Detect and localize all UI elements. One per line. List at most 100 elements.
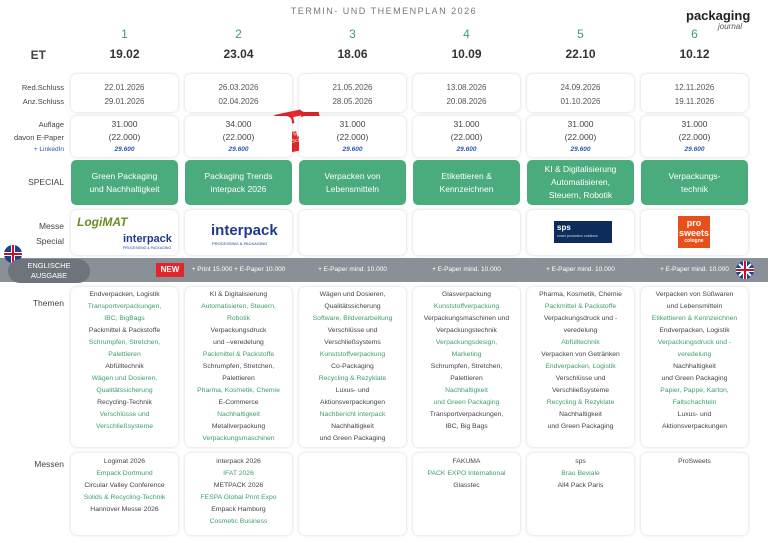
topic: Packmittel & Packstoffe [88,327,161,334]
topic: Nachhaltigkeit [559,411,602,418]
issue-number: 5 [577,27,584,41]
epaper: (22.000) [108,132,141,142]
dates-box [641,74,748,112]
topic: und Lebensmitteln [666,303,723,310]
themen-box: Endverpacken, Logistik Transportverpackun… [71,287,178,447]
topic: Glasverpackung [441,291,492,298]
topic: Wägen und Dosieren, [319,291,386,298]
english-note: + Print 15.000 + E-Paper 10.000 [191,266,286,273]
topic: Verpackungsdruck und - [657,339,732,346]
english-label: ENGLISCHE [27,261,71,270]
dates-box [527,74,634,112]
issue-date: 23.04 [223,47,254,61]
auflage-box [527,116,634,157]
row-label: + LinkedIn [33,146,64,153]
row-label: Auflage [38,120,64,129]
topic: Automatisieren, Steuern, [201,303,276,310]
row-label: Anz.Schluss [22,97,64,106]
english-note: + E-Paper mind. 10.000 [660,266,729,273]
topic: Verschlüsse und [327,327,378,334]
topic: Marketing [451,351,482,358]
row-label: davon E-Paper [13,133,64,142]
auflage-box [641,116,748,157]
fair: PACK EXPO International [427,470,506,477]
issue-number: 2 [235,27,242,41]
row-label: Messe [38,221,64,231]
epaper: (22.000) [336,132,369,142]
topic: Robotik [226,315,251,322]
issue-date: 10.09 [451,47,482,61]
logo-frame: pro sweets cologne [678,216,710,248]
anz-date: 20.08.2026 [446,97,487,106]
fair: IFAT 2026 [223,470,254,477]
special-line: Verpackungs- [668,170,721,181]
special-line: und Nachhaltigkeit [89,183,160,194]
special-line: Etikettieren & [441,170,492,181]
fair: Hannover Messe 2026 [90,506,159,513]
topic: und Green Packaging [433,399,500,406]
dates-box [413,74,520,112]
linkedin: 29.600 [570,146,591,153]
dates-box [185,74,292,112]
topic: Recycling-Technik [97,399,152,406]
english-note: + E-Paper mind. 10.000 [432,266,501,273]
topic: IBC, BigBags [104,315,145,322]
topic: Nachhaltigkeit [673,363,716,370]
topic: IBC, Big Bags [445,423,488,430]
anz-date: 19.11.2026 [674,97,715,106]
topic: Aktionsverpackungen [320,399,385,406]
dates-box [299,74,406,112]
logo-sub: smart production solutions [557,234,598,238]
topic: Palettieren [450,375,483,382]
topic: Abfülltechnik [561,339,600,346]
logo-word: packaging [686,8,751,23]
logo-sub: PROCESSING & PACKAGING [123,246,172,250]
english-note: + E-Paper mind. 10.000 [318,266,387,273]
linkedin: 29.600 [114,146,135,153]
topic: Endverpacken, Logistik [89,291,160,298]
special-box: Packaging Trends interpack 2026 [185,160,292,205]
messe-special-box: sps smart production solutions [527,210,634,255]
auflage-box [299,116,406,157]
row-label: Messen [34,459,64,469]
topic: E-Commerce [218,399,259,406]
topic: Palettieren [108,351,141,358]
messe-special-box [413,210,520,255]
special-box: Green Packaging und Nachhaltigkeit [71,160,178,205]
linkedin: 29.600 [456,146,477,153]
linkedin: 29.600 [228,146,249,153]
row-label: Themen [32,298,64,308]
messe-special-box: pro sweets cologne [641,210,748,255]
topic: Software, Bildverarbeitung [312,315,393,322]
topic: Pharma, Kosmetik, Chemie [539,291,622,298]
special-box: Verpackungs-technik [641,160,748,205]
special-line: Steuern, Robotik [548,190,613,200]
special-line: technik [681,183,708,194]
topic: Verschließsystems [324,339,381,346]
english-label: AUSGABE [30,271,68,280]
topic: Palettieren [222,375,255,382]
special-line: KI & Digitalisierung [544,164,617,174]
topic: Abfülltechnik [105,363,144,370]
logo-frame: sps smart production solutions [554,221,612,243]
fair: METPACK 2026 [213,482,264,489]
topic: Transportverpackungen, [429,411,504,418]
topic: Etikettieren & Kennzeichnen [651,315,738,322]
topic: Verschließsysteme [551,387,610,394]
linkedin: 29.600 [342,146,363,153]
topic: Nachhaltigkeit [445,387,488,394]
fair: interpack 2026 [216,458,261,465]
logo: sps [557,223,571,232]
red-date: 26.03.2026 [218,83,259,92]
topic: Verpackungsdesign, [435,339,498,346]
fair: FESPA Global Print Expo [200,494,277,501]
topic: Verschlüsse und [555,375,606,382]
fair: Glasstec [453,482,480,489]
logo: sweets [678,228,710,238]
special-box: Etikettieren & Kennzeichnen [413,160,520,205]
special-line: Verpacken von [324,170,381,181]
topic: Papier, Pappe, Karton, [660,387,729,394]
fair: Empack Hamburg [211,506,266,513]
auflage-box [413,116,520,157]
topic: Metallverpackung [211,423,266,430]
